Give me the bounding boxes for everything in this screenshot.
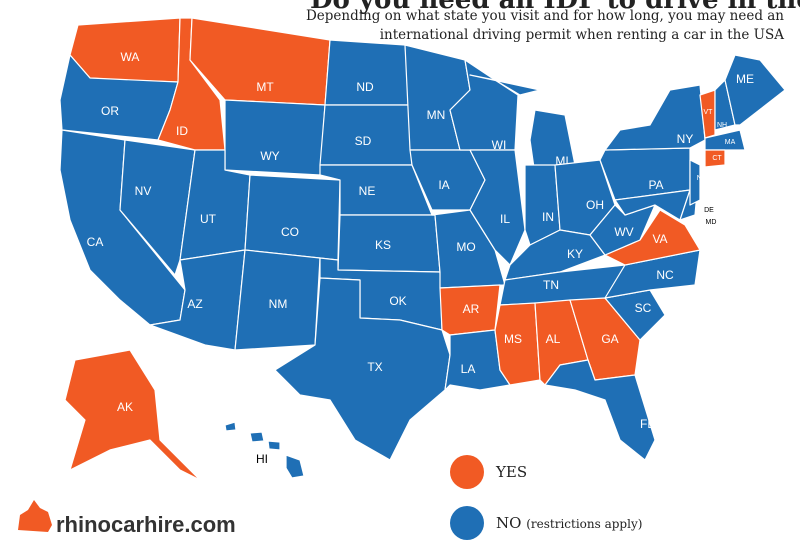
legend: YES NO (restrictions apply) [450, 455, 642, 540]
state [224, 421, 305, 479]
state-label: TN [543, 278, 559, 292]
legend-swatch [450, 455, 484, 489]
state [544, 359, 656, 461]
state-label: CT [712, 155, 722, 162]
legend-label: YES [495, 463, 527, 481]
state [324, 39, 411, 106]
state-label: CO [281, 225, 299, 239]
state-label: AZ [187, 297, 202, 311]
state-label: ND [356, 80, 374, 94]
states: WA OR CA NV ID MT WY UT CO AZ NM ND SD NE KS OK TX MN IA MO… [59, 17, 786, 481]
state [614, 189, 691, 221]
legend-note: (restrictions apply) [526, 517, 642, 531]
state [724, 54, 786, 126]
state-label: IN [542, 210, 554, 224]
state [704, 129, 746, 151]
state-label: NV [135, 184, 152, 198]
state [224, 99, 326, 176]
state-label: NY [677, 132, 694, 146]
state-label: WY [260, 149, 279, 163]
legend-swatch [450, 506, 484, 540]
state [704, 149, 726, 168]
state-label: HI [256, 452, 268, 466]
state-label: OK [389, 294, 406, 308]
state-label: LA [461, 362, 476, 376]
state-label: AK [117, 400, 133, 414]
state-label: GA [601, 332, 618, 346]
state-label: NH [717, 122, 727, 129]
state-label: MT [256, 80, 274, 94]
subtitle: international driving permit when rentin… [380, 27, 785, 43]
state-label: WA [121, 50, 140, 64]
state-label: DE [704, 207, 714, 214]
brand: rhinocarhire.com [56, 512, 236, 537]
state-label: VA [652, 232, 667, 246]
state-label: NC [656, 268, 674, 282]
state-label: OH [586, 198, 604, 212]
state-label: MO [456, 240, 475, 254]
state-label: IA [438, 178, 449, 192]
legend-label: NO [496, 514, 521, 532]
logo-icon [18, 500, 52, 532]
state-label: PA [648, 178, 663, 192]
state-label: ME [736, 72, 754, 86]
state-label: KY [567, 247, 583, 261]
state [119, 139, 196, 276]
state [64, 349, 201, 481]
state-label: NM [269, 297, 288, 311]
state [699, 89, 716, 139]
state-label: MS [504, 332, 522, 346]
logo: rhinocarhire.com [18, 500, 236, 537]
legend-label: NO (restrictions apply) [496, 514, 642, 532]
state-label: NJ [697, 175, 706, 182]
state-label: AR [463, 302, 480, 316]
state-label: SC [635, 301, 652, 315]
state-label: SD [355, 134, 372, 148]
state-label: CA [87, 235, 104, 249]
state [604, 84, 706, 151]
state-label: FL [640, 417, 654, 431]
state-label: UT [200, 212, 217, 226]
state [244, 174, 341, 261]
state-label: MA [725, 139, 736, 146]
state-label: KS [375, 238, 391, 252]
state-label: OR [101, 104, 119, 118]
state-label: IL [500, 212, 510, 226]
state-label: MN [427, 108, 446, 122]
state [689, 159, 701, 206]
state [469, 149, 526, 266]
subtitle: Depending on what state you visit and fo… [306, 8, 784, 24]
title: Do you need an IDP to drive in the USA? [310, 0, 800, 15]
state-label: TX [367, 360, 382, 374]
state-label: AL [546, 332, 561, 346]
state-label: ID [176, 124, 188, 138]
state-label: WV [614, 225, 633, 239]
state-label: VT [704, 109, 714, 116]
state [274, 277, 451, 461]
state-label: MD [706, 219, 717, 226]
state-label: NE [359, 184, 376, 198]
state-label: WI [492, 138, 507, 152]
